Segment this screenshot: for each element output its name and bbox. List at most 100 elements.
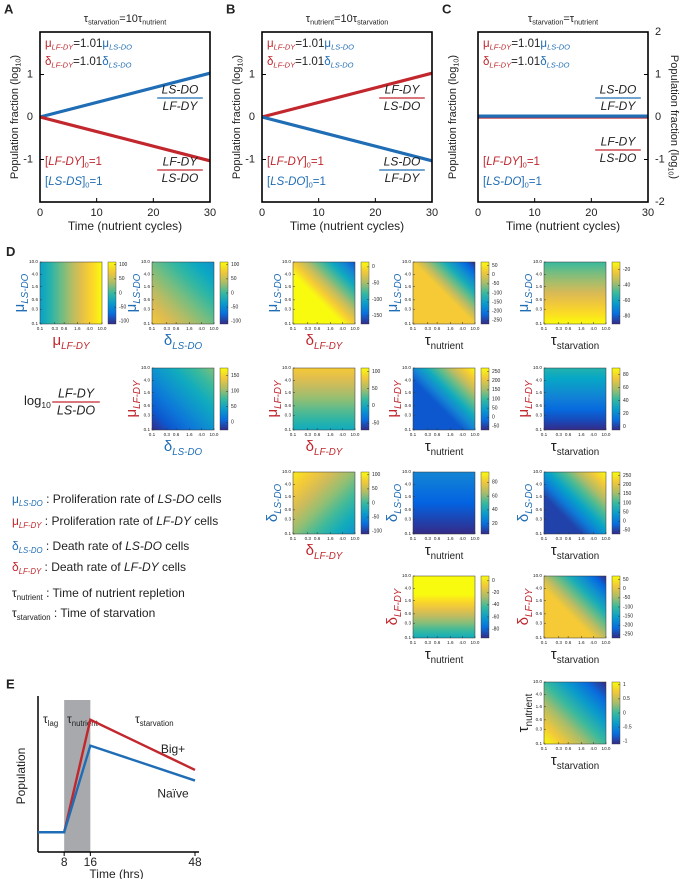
x-tick-label: 0.1	[410, 536, 417, 541]
text-run: LF-DY	[48, 156, 83, 168]
x-tick-label: 30	[642, 207, 654, 219]
x-axis-label: τstarvation	[551, 542, 599, 561]
text-run: starvation	[557, 760, 599, 771]
x-tick-label: 1.6	[447, 536, 454, 541]
text-run: LS-DO	[331, 43, 354, 52]
x-tick-label: 1.6	[578, 746, 585, 751]
text-run: τ	[425, 438, 431, 455]
text-run: δ	[12, 539, 19, 553]
colorbar-tick-label: 40	[623, 398, 629, 404]
colorbar-tick-label: -250	[623, 632, 633, 638]
x-tick-label: 4.0	[459, 536, 466, 541]
heatmap-frame	[412, 367, 476, 431]
text-run: μ	[384, 409, 401, 418]
colorbar-tick-label: -150	[372, 313, 382, 319]
y-tick-label: 1.6	[285, 284, 292, 289]
text-run: 10	[451, 59, 460, 67]
text-run: =1.01	[295, 56, 324, 68]
y-tick-label: 4.0	[144, 378, 151, 383]
x-tick-label: 0.1	[541, 640, 548, 645]
x-tick-label: 0.3	[556, 432, 563, 437]
x-tick-label: 1.6	[74, 326, 81, 331]
y-tick-label: 0.6	[405, 297, 412, 302]
text-run: τ	[12, 606, 17, 620]
x-axis-label: τstarvation	[551, 752, 599, 771]
fraction-term: LF-DY	[601, 135, 637, 149]
text-run: LF-DY	[273, 61, 296, 70]
x-tick-label: 4.0	[198, 432, 205, 437]
y-tick-label: 0.3	[536, 306, 543, 311]
y-tick-label: 0.1	[32, 321, 39, 326]
text-run: μ	[267, 38, 274, 50]
colorbar-tick-label: -50	[623, 528, 630, 534]
x-axis-label: Time (nutrient cycles)	[68, 219, 182, 233]
text-run: )	[231, 55, 243, 59]
text-run: : Time of nutrient repletion	[43, 586, 185, 600]
colorbar-tick-label: -80	[623, 314, 630, 320]
text-run: =1	[89, 176, 102, 188]
x-tick-label: 10.0	[602, 536, 611, 541]
y-tick-label: 0.3	[144, 306, 151, 311]
colorbar-tick-label: 0	[492, 578, 495, 584]
text-run: δ	[384, 514, 401, 522]
x-tick-label: 0.1	[149, 432, 156, 437]
x-tick-label: 0.6	[565, 432, 572, 437]
y-tick-label: 0	[249, 111, 255, 123]
y-tick-label: 10.0	[141, 365, 150, 370]
x-tick-label: 0.3	[425, 536, 432, 541]
text-run: =1.01	[511, 56, 540, 68]
heatmap-image	[293, 472, 355, 534]
y-tick-label: 0.3	[285, 306, 292, 311]
annotation: μLF-DY=1.01μLS-DO	[483, 38, 570, 52]
x-tick-label: 1.6	[327, 326, 334, 331]
text-run: =1	[529, 176, 542, 188]
y2-tick-label: 2	[655, 26, 661, 38]
x-tick-label: 0.1	[541, 326, 548, 331]
y-axis-label: δLF-DY	[384, 587, 403, 625]
y2-tick-label: 0	[655, 111, 661, 123]
colorbar-tick-label: 100	[119, 262, 128, 268]
text-run: LF-DY	[274, 43, 297, 52]
annotation: [LS-DO]0=1	[483, 176, 542, 190]
annotation: δLF-DY=1.01δLS-DO	[45, 56, 132, 70]
text-run: Population fraction (log	[668, 55, 680, 168]
text-run: μ	[123, 304, 140, 313]
text-run: LS-DO	[109, 43, 132, 52]
text-run: τ	[135, 712, 140, 726]
y-tick-label: 0.1	[536, 321, 543, 326]
series-line	[39, 115, 211, 163]
x-tick-label: 0.1	[37, 326, 44, 331]
y-tick-label: 0.6	[32, 297, 39, 302]
text-run: τ	[425, 646, 431, 663]
text-run: LS-DO	[158, 492, 195, 506]
x-tick-label: 10	[529, 207, 541, 219]
x-tick-label: 4.0	[590, 746, 597, 751]
fraction-term: LS-DO	[384, 155, 421, 169]
text-run: τ	[551, 438, 557, 455]
y-tick-label: 0.1	[405, 321, 412, 326]
text-run: LF-DY	[314, 446, 344, 457]
y-tick-label: 0.3	[32, 306, 39, 311]
heatmap-image	[544, 682, 606, 744]
y-axis-label: μLF-DY	[123, 379, 142, 417]
text-run: starvation	[557, 340, 599, 351]
colorbar-tick-label: -100	[372, 529, 382, 535]
text-run: starvation	[140, 719, 174, 728]
colorbar-tick-label: 50	[492, 405, 498, 411]
y-tick-label: 0.1	[405, 531, 412, 536]
y-tick-label: 1.6	[285, 494, 292, 499]
x-tick-label: 0.6	[565, 536, 572, 541]
text-run: δ	[102, 56, 108, 68]
fraction-term: LS-DO	[600, 151, 637, 165]
text-run: starvation	[557, 654, 599, 665]
ratio-label: log10	[24, 393, 51, 410]
x-tick-label: 1.6	[578, 432, 585, 437]
series-label: Big+	[161, 742, 185, 756]
colorbar-tick-label: 50	[623, 509, 629, 515]
y-tick-label: 1.6	[536, 494, 543, 499]
y-tick-label: 10.0	[533, 679, 542, 684]
x-tick-label: 0.3	[556, 326, 563, 331]
text-run: τ	[515, 726, 532, 732]
text-run: δ	[306, 438, 314, 455]
x-axis-label: τnutrient	[425, 542, 464, 561]
